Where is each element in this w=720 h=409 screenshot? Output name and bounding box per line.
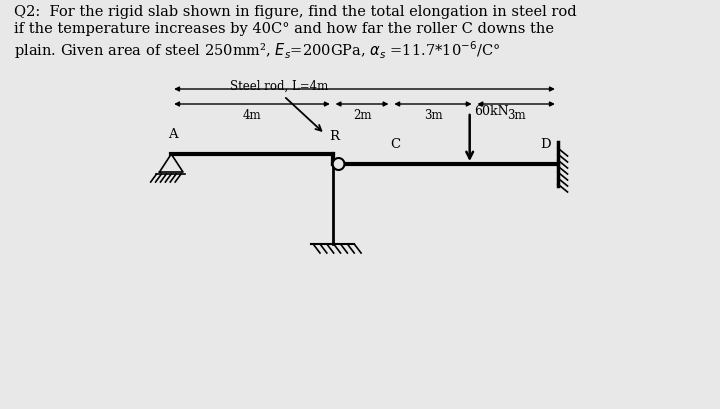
Text: 3m: 3m bbox=[423, 109, 442, 122]
Text: if the temperature increases by 40C° and how far the roller C downs the: if the temperature increases by 40C° and… bbox=[14, 22, 554, 36]
Text: A: A bbox=[168, 128, 178, 141]
Text: 3m: 3m bbox=[507, 109, 526, 122]
Circle shape bbox=[333, 159, 344, 171]
Text: 60kN: 60kN bbox=[474, 105, 509, 118]
Text: 4m: 4m bbox=[243, 109, 261, 122]
Text: D: D bbox=[541, 138, 552, 151]
Text: plain. Given area of steel 250mm², $E_{s}$=200GPa, $\alpha_{s}$ =11.7*10$^{-6}$/: plain. Given area of steel 250mm², $E_{s… bbox=[14, 39, 500, 61]
Text: R: R bbox=[330, 130, 340, 143]
Text: Steel rod, L=4m: Steel rod, L=4m bbox=[230, 80, 328, 93]
Text: 2m: 2m bbox=[353, 109, 372, 122]
Text: C: C bbox=[390, 138, 400, 151]
Text: Q2:  For the rigid slab shown in figure, find the total elongation in steel rod: Q2: For the rigid slab shown in figure, … bbox=[14, 5, 576, 19]
